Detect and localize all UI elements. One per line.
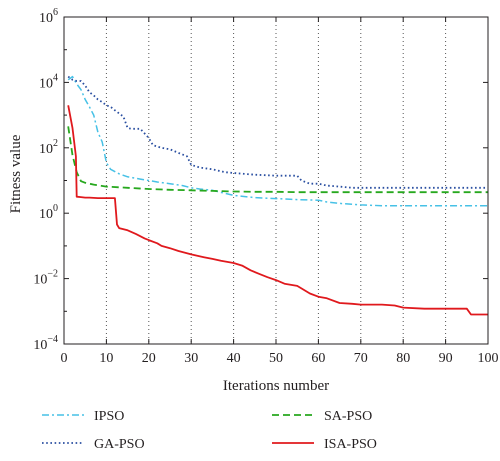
series-line-ga-pso xyxy=(67,75,488,189)
x-tick-label: 30 xyxy=(184,351,198,366)
legend-item-ga-pso: GA-PSO xyxy=(42,437,145,452)
plot-frame xyxy=(63,16,489,345)
series-line-ipso xyxy=(67,75,488,207)
y-tick-label: 10−4 xyxy=(33,334,58,353)
y-axis-title: Fitness value xyxy=(8,134,24,213)
legend-item-sa-pso: SA-PSO xyxy=(272,409,372,424)
y-tick-label: 102 xyxy=(39,138,58,157)
legend-label: IPSO xyxy=(94,409,124,424)
y-tick-label: 106 xyxy=(39,7,58,26)
legend-label: GA-PSO xyxy=(94,437,145,452)
x-tick-label: 20 xyxy=(142,351,156,366)
legend-label: ISA-PSO xyxy=(324,437,377,452)
x-tick-label: 0 xyxy=(61,351,68,366)
x-tick-label: 50 xyxy=(269,351,283,366)
y-tick-label: 10−2 xyxy=(33,269,58,288)
series-line-sa-pso xyxy=(67,126,488,194)
y-tick-label: 104 xyxy=(39,72,58,91)
x-axis-title: Iterations number xyxy=(223,378,329,394)
x-tick-label: 40 xyxy=(227,351,241,366)
x-tick-label: 10 xyxy=(99,351,113,366)
legend-item-ipso: IPSO xyxy=(42,409,124,424)
series-line-isa-pso xyxy=(67,105,488,316)
x-tick-label: 90 xyxy=(439,351,453,366)
x-tick-label: 60 xyxy=(311,351,325,366)
legend-item-isa-pso: ISA-PSO xyxy=(272,437,377,452)
legend-label: SA-PSO xyxy=(324,409,372,424)
x-tick-label: 70 xyxy=(354,351,368,366)
x-tick-label: 80 xyxy=(396,351,410,366)
y-tick-label: 100 xyxy=(39,203,58,222)
x-tick-label: 100 xyxy=(478,351,499,366)
